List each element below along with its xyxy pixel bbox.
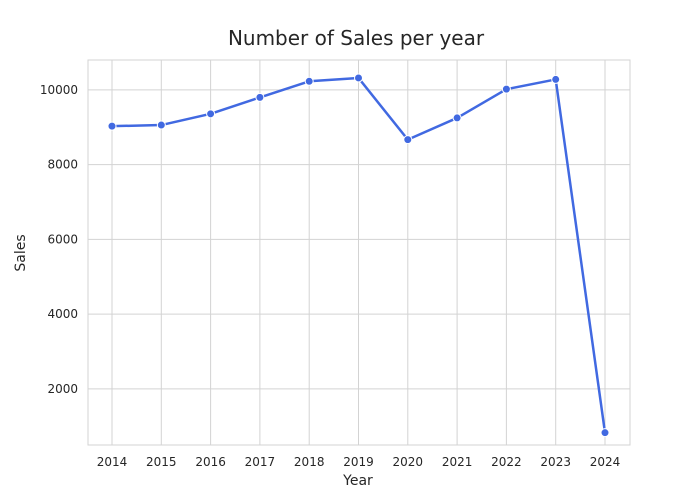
x-tick-label: 2024 <box>590 455 621 469</box>
y-tick-label: 10000 <box>40 83 78 97</box>
data-point <box>452 113 462 123</box>
data-point <box>156 120 166 130</box>
y-tick-label: 8000 <box>47 158 78 172</box>
data-point <box>600 428 610 438</box>
x-tick-label: 2018 <box>294 455 325 469</box>
series-layer <box>107 73 610 438</box>
data-point <box>551 74 561 84</box>
x-tick-label: 2016 <box>195 455 226 469</box>
x-tick-label: 2020 <box>393 455 424 469</box>
y-tick-label: 4000 <box>47 307 78 321</box>
data-point <box>255 92 265 102</box>
y-tick-label: 2000 <box>47 382 78 396</box>
data-point <box>501 84 511 94</box>
data-point <box>304 76 314 86</box>
plot-area-frame <box>87 59 631 446</box>
x-axis-ticks: 2014 2015 2016 2017 2018 2019 2020 2021 2022 2023… <box>97 455 621 469</box>
data-point <box>403 135 413 145</box>
y-tick-label: 6000 <box>47 232 78 246</box>
y-axis-ticks: 2000 4000 6000 8000 10000 <box>40 83 78 396</box>
x-tick-label: 2014 <box>97 455 128 469</box>
x-tick-label: 2017 <box>245 455 276 469</box>
data-point <box>107 121 117 131</box>
chart-title: Number of Sales per year <box>228 26 485 50</box>
x-tick-label: 2022 <box>491 455 522 469</box>
x-axis-label: Year <box>342 473 373 489</box>
data-point <box>354 73 363 83</box>
x-tick-label: 2023 <box>540 455 571 469</box>
data-point <box>206 109 216 119</box>
x-tick-label: 2021 <box>442 455 473 469</box>
x-tick-label: 2015 <box>146 455 177 469</box>
grid-lines <box>88 60 630 445</box>
y-axis-label: Sales <box>13 234 29 271</box>
x-tick-label: 2019 <box>343 455 374 469</box>
